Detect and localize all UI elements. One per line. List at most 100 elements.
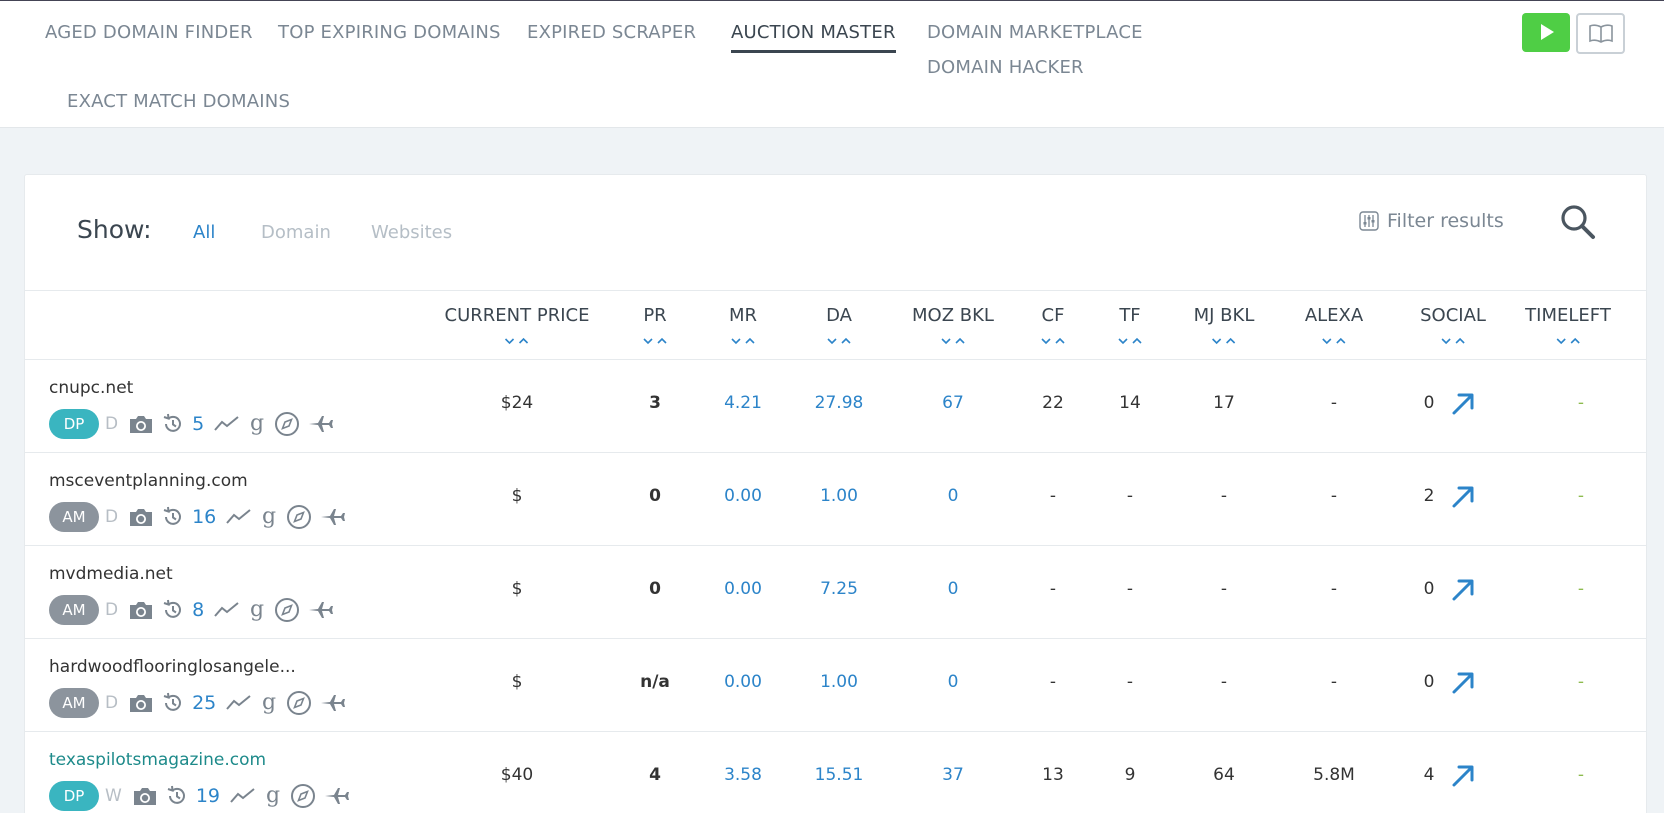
google-icon[interactable]: g [260, 690, 278, 716]
column-header-timeleft[interactable]: TIMELEFT [1525, 305, 1611, 346]
source-badge[interactable]: AM [49, 502, 99, 532]
sort-asc-icon[interactable] [953, 332, 967, 346]
google-icon[interactable]: g [248, 597, 266, 623]
nav-top-expiring-domains[interactable]: TOP EXPIRING DOMAINS [278, 22, 501, 43]
compass-icon[interactable] [274, 411, 300, 437]
camera-icon[interactable] [128, 506, 154, 528]
sort-asc-icon[interactable] [743, 332, 757, 346]
google-icon[interactable]: g [248, 411, 266, 437]
sort-asc-icon[interactable] [1568, 332, 1582, 346]
book-button[interactable] [1576, 13, 1625, 54]
compass-icon[interactable] [274, 597, 300, 623]
history-icon[interactable] [162, 506, 184, 528]
sort-asc-icon[interactable] [1224, 332, 1238, 346]
archive-count[interactable]: 5 [192, 413, 205, 435]
external-link-arrow-icon[interactable] [1450, 670, 1476, 700]
external-link-arrow-icon[interactable] [1450, 763, 1476, 793]
domain-name-link[interactable]: mvdmedia.net [49, 564, 173, 584]
domain-name-link[interactable]: cnupc.net [49, 378, 134, 398]
history-icon[interactable] [162, 413, 184, 435]
column-header-cf[interactable]: CF [1039, 305, 1067, 346]
nav-aged-domain-finder[interactable]: AGED DOMAIN FINDER [45, 22, 253, 43]
column-header-moz-bkl[interactable]: MOZ BKL [912, 305, 994, 346]
plane-icon[interactable] [324, 786, 350, 806]
archive-count[interactable]: 19 [195, 785, 220, 807]
plane-icon[interactable] [320, 507, 346, 527]
tab-domain[interactable]: Domain [261, 222, 331, 243]
nav-auction-master[interactable]: AUCTION MASTER [731, 22, 896, 53]
compass-icon[interactable] [286, 504, 312, 530]
google-icon[interactable]: g [264, 783, 282, 809]
sort-asc-icon[interactable] [839, 332, 853, 346]
plane-icon[interactable] [308, 600, 334, 620]
trend-icon[interactable] [226, 508, 252, 526]
tab-websites[interactable]: Websites [371, 222, 453, 243]
play-button[interactable] [1522, 13, 1570, 52]
camera-icon[interactable] [128, 599, 154, 621]
column-header-mj-bkl[interactable]: MJ BKL [1193, 305, 1255, 346]
column-header-da[interactable]: DA [825, 305, 853, 346]
history-icon[interactable] [162, 692, 184, 714]
nav-expired-scraper[interactable]: EXPIRED SCRAPER [527, 22, 697, 43]
column-header-label: MJ BKL [1193, 305, 1255, 326]
sort-desc-icon[interactable] [1116, 332, 1130, 346]
external-link-arrow-icon[interactable] [1450, 577, 1476, 607]
column-header-mr[interactable]: MR [729, 305, 757, 346]
sort-desc-icon[interactable] [939, 332, 953, 346]
archive-count[interactable]: 16 [192, 506, 217, 528]
column-header-pr[interactable]: PR [641, 305, 669, 346]
sort-desc-icon[interactable] [1210, 332, 1224, 346]
sort-desc-icon[interactable] [641, 332, 655, 346]
column-header-social[interactable]: SOCIAL [1420, 305, 1486, 346]
trend-icon[interactable] [226, 694, 252, 712]
sort-desc-icon[interactable] [1554, 332, 1568, 346]
compass-icon[interactable] [290, 783, 316, 809]
external-link-arrow-icon[interactable] [1450, 484, 1476, 514]
sort-desc-icon[interactable] [729, 332, 743, 346]
nav-exact-match-domains[interactable]: EXACT MATCH DOMAINS [67, 91, 291, 112]
sort-desc-icon[interactable] [1439, 332, 1453, 346]
search-button[interactable] [1559, 203, 1597, 245]
google-icon[interactable]: g [260, 504, 278, 530]
plane-icon[interactable] [308, 414, 334, 434]
camera-icon[interactable] [132, 785, 158, 807]
sort-asc-icon[interactable] [1130, 332, 1144, 346]
source-badge[interactable]: DP [49, 781, 99, 811]
domain-name-link[interactable]: msceventplanning.com [49, 471, 248, 491]
domain-name-link[interactable]: texaspilotsmagazine.com [49, 750, 267, 770]
archive-count[interactable]: 25 [192, 692, 217, 714]
sort-desc-icon[interactable] [1320, 332, 1334, 346]
column-header-current-price[interactable]: CURRENT PRICE [445, 305, 589, 346]
compass-icon[interactable] [286, 690, 312, 716]
trend-icon[interactable] [230, 787, 256, 805]
trend-icon[interactable] [214, 415, 240, 433]
sort-asc-icon[interactable] [1334, 332, 1348, 346]
sort-asc-icon[interactable] [517, 332, 531, 346]
trend-icon[interactable] [214, 601, 240, 619]
plane-icon[interactable] [320, 693, 346, 713]
source-badge[interactable]: AM [49, 688, 99, 718]
sort-desc-icon[interactable] [825, 332, 839, 346]
sort-asc-icon[interactable] [1053, 332, 1067, 346]
source-badge[interactable]: DP [49, 409, 99, 439]
history-icon[interactable] [162, 599, 184, 621]
tab-all[interactable]: All [193, 222, 216, 243]
archive-count[interactable]: 8 [192, 599, 205, 621]
sort-desc-icon[interactable] [1039, 332, 1053, 346]
camera-icon[interactable] [128, 692, 154, 714]
nav-domain-marketplace[interactable]: DOMAIN MARKETPLACE [927, 22, 1143, 43]
source-badge[interactable]: AM [49, 595, 99, 625]
camera-icon[interactable] [128, 413, 154, 435]
external-link-arrow-icon[interactable] [1450, 391, 1476, 421]
filter-results-button[interactable]: Filter results [1359, 210, 1504, 232]
sort-asc-icon[interactable] [655, 332, 669, 346]
domain-name-link[interactable]: hardwoodflooringlosangele... [49, 657, 296, 677]
column-header-alexa[interactable]: ALEXA [1305, 305, 1363, 346]
history-icon[interactable] [166, 785, 188, 807]
sort-asc-icon[interactable] [1453, 332, 1467, 346]
column-header-tf[interactable]: TF [1116, 305, 1144, 346]
nav-domain-hacker[interactable]: DOMAIN HACKER [927, 57, 1084, 78]
cell-mr: 4.21 [724, 393, 762, 413]
sort-desc-icon[interactable] [503, 332, 517, 346]
cell-price: $40 [500, 765, 534, 785]
